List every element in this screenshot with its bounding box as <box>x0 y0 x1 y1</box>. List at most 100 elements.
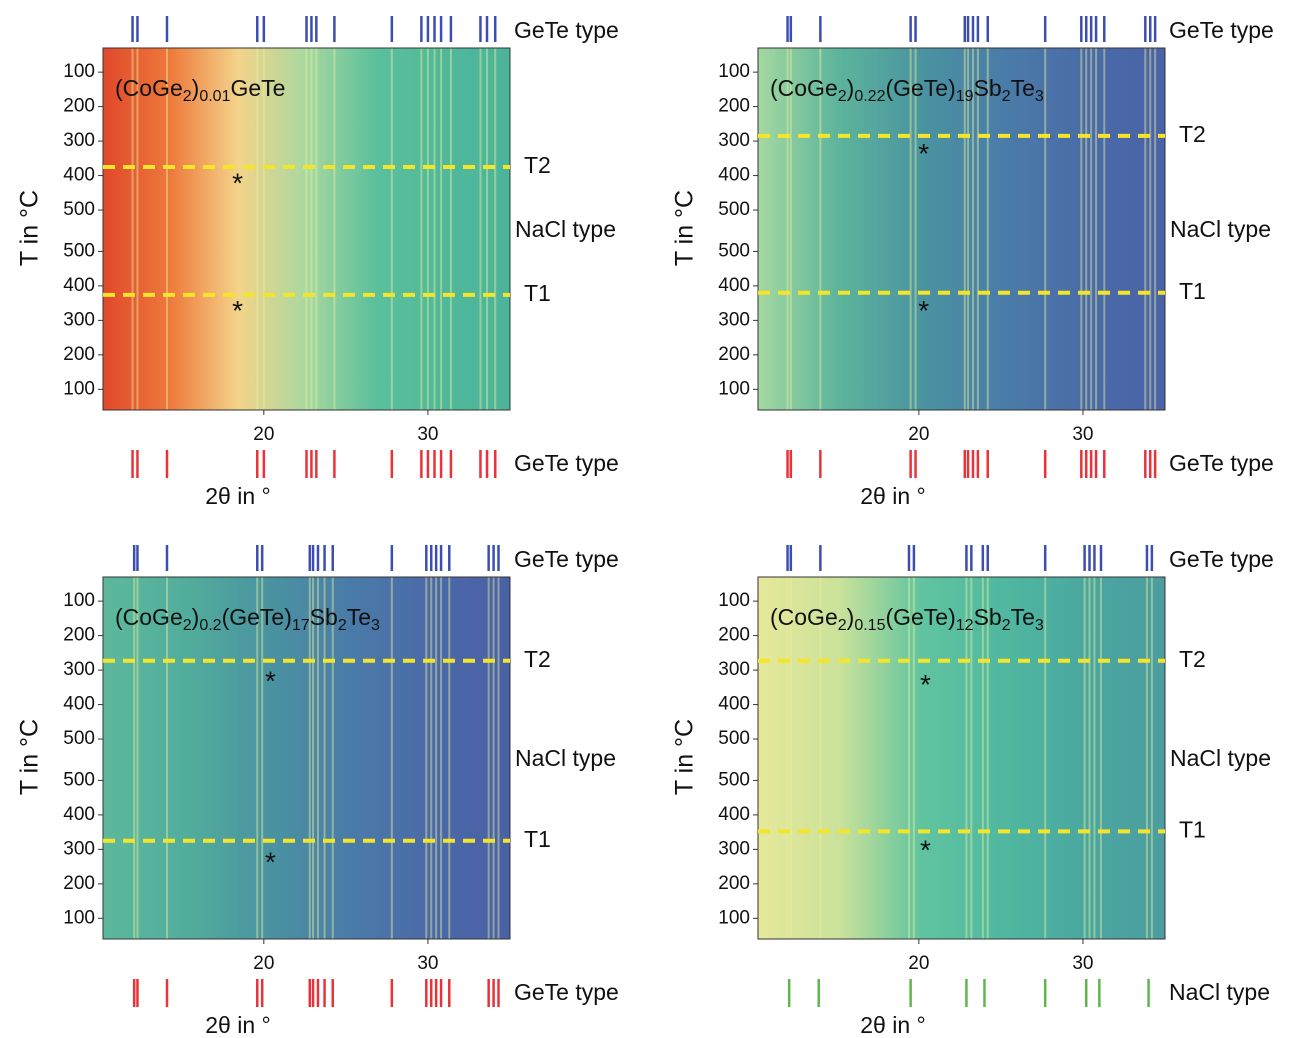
title-subscript: 2 <box>838 88 847 105</box>
y-tick-label: 200 <box>63 873 95 894</box>
reflection-label: GeTe type <box>1169 17 1274 43</box>
y-tick-label: 500 <box>718 728 750 749</box>
phase-label: NaCl type <box>1170 216 1271 242</box>
transition-label: T2 <box>524 152 551 178</box>
title-text: (GeTe) <box>885 604 955 630</box>
panel-title: (CoGe2)0.2(GeTe)17Sb2Te3 <box>115 604 380 634</box>
transition-label: T2 <box>1179 646 1206 672</box>
title-text: Sb <box>974 75 1002 101</box>
title-text: ) <box>192 75 200 101</box>
reflection-label: GeTe type <box>514 546 619 572</box>
title-subscript: 2 <box>183 617 192 634</box>
transition-label: T1 <box>524 826 551 852</box>
y-tick-label: 200 <box>63 625 95 646</box>
y-tick-label: 300 <box>63 309 95 330</box>
y-axis-label: T in °C <box>16 719 44 795</box>
title-text: (CoGe <box>115 75 183 101</box>
transition-label: T1 <box>1179 817 1206 843</box>
title-text: (GeTe) <box>885 75 955 101</box>
y-tick-label: 300 <box>63 838 95 859</box>
y-axis-label: T in °C <box>16 190 44 266</box>
heatmap-background <box>103 577 510 939</box>
title-subscript: 2 <box>1002 88 1011 105</box>
title-subscript: 0.01 <box>199 88 230 105</box>
panel: (CoGe2)0.15(GeTe)12Sb2Te3100200300400500… <box>671 545 1274 1038</box>
y-axis-label: T in °C <box>671 719 699 795</box>
title-subscript: 3 <box>1035 617 1044 634</box>
x-axis-label: 2θ in ° <box>205 483 270 509</box>
y-tick-label: 400 <box>718 165 750 186</box>
y-tick-label: 100 <box>718 590 750 611</box>
x-tick-label: 30 <box>1072 424 1093 445</box>
title-text: ) <box>847 75 855 101</box>
y-tick-label: 500 <box>718 769 750 790</box>
y-tick-label: 500 <box>63 240 95 261</box>
phase-label: NaCl type <box>1170 745 1271 771</box>
phase-label: NaCl type <box>515 216 616 242</box>
transition-label: T2 <box>524 646 551 672</box>
title-subscript: 3 <box>1035 88 1044 105</box>
x-tick-label: 30 <box>1072 953 1093 974</box>
phase-label: NaCl type <box>515 745 616 771</box>
x-tick-label: 20 <box>908 953 929 974</box>
title-text: (CoGe <box>770 75 838 101</box>
y-axis-label: T in °C <box>671 190 699 266</box>
x-tick-label: 20 <box>253 424 274 445</box>
heatmap-background <box>758 577 1165 939</box>
title-subscript: 19 <box>956 88 974 105</box>
title-text: Te <box>347 604 371 630</box>
y-tick-label: 300 <box>63 130 95 151</box>
y-tick-label: 300 <box>718 309 750 330</box>
y-tick-label: 300 <box>718 838 750 859</box>
y-tick-label: 500 <box>63 769 95 790</box>
asterisk: * <box>232 295 243 326</box>
x-tick-label: 30 <box>417 424 438 445</box>
heatmap-background <box>103 48 510 410</box>
title-subscript: 3 <box>371 617 380 634</box>
title-text: Sb <box>310 604 338 630</box>
y-tick-label: 100 <box>63 907 95 928</box>
x-tick-label: 20 <box>253 953 274 974</box>
asterisk: * <box>918 295 929 326</box>
title-text: Sb <box>974 604 1002 630</box>
title-subscript: 2 <box>183 88 192 105</box>
title-subscript: 0.22 <box>854 88 885 105</box>
y-tick-label: 200 <box>63 344 95 365</box>
asterisk: * <box>920 669 931 700</box>
title-subscript: 2 <box>838 617 847 634</box>
y-tick-label: 500 <box>63 728 95 749</box>
x-tick-label: 30 <box>417 953 438 974</box>
reflection-label: NaCl type <box>1169 979 1270 1005</box>
reflection-label: GeTe type <box>514 979 619 1005</box>
panel: (CoGe2)0.22(GeTe)19Sb2Te3100200300400500… <box>671 16 1274 509</box>
title-text: ) <box>192 604 200 630</box>
plot-frame <box>102 47 511 411</box>
asterisk: * <box>265 846 276 877</box>
y-tick-label: 200 <box>718 873 750 894</box>
y-tick-label: 100 <box>63 61 95 82</box>
y-tick-label: 400 <box>63 165 95 186</box>
y-tick-label: 500 <box>718 199 750 220</box>
panel: (CoGe2)0.2(GeTe)17Sb2Te31002003004005005… <box>16 545 619 1038</box>
plot-frame <box>757 576 1166 940</box>
panel: (CoGe2)0.01GeTe 100 200 300 400 500 500 400 300 2… <box>16 16 619 509</box>
y-tick-label: 100 <box>718 378 750 399</box>
y-tick-label: 500 <box>718 240 750 261</box>
y-tick-label: 400 <box>718 275 750 296</box>
y-tick-label: 200 <box>718 625 750 646</box>
y-tick-label: 200 <box>718 344 750 365</box>
title-text: Te <box>1011 604 1035 630</box>
title-subscript: 17 <box>292 617 310 634</box>
title-subscript: 2 <box>1002 617 1011 634</box>
transition-label: T1 <box>1179 278 1206 304</box>
y-tick-label: 400 <box>63 694 95 715</box>
title-text: Te <box>1011 75 1035 101</box>
y-tick-label: 100 <box>718 61 750 82</box>
y-tick-label: 400 <box>718 694 750 715</box>
x-axis-label: 2θ in ° <box>860 483 925 509</box>
transition-label: T2 <box>1179 121 1206 147</box>
x-axis-label: 2θ in ° <box>205 1012 270 1038</box>
title-text: (GeTe) <box>222 604 292 630</box>
reflection-label: GeTe type <box>1169 546 1274 572</box>
